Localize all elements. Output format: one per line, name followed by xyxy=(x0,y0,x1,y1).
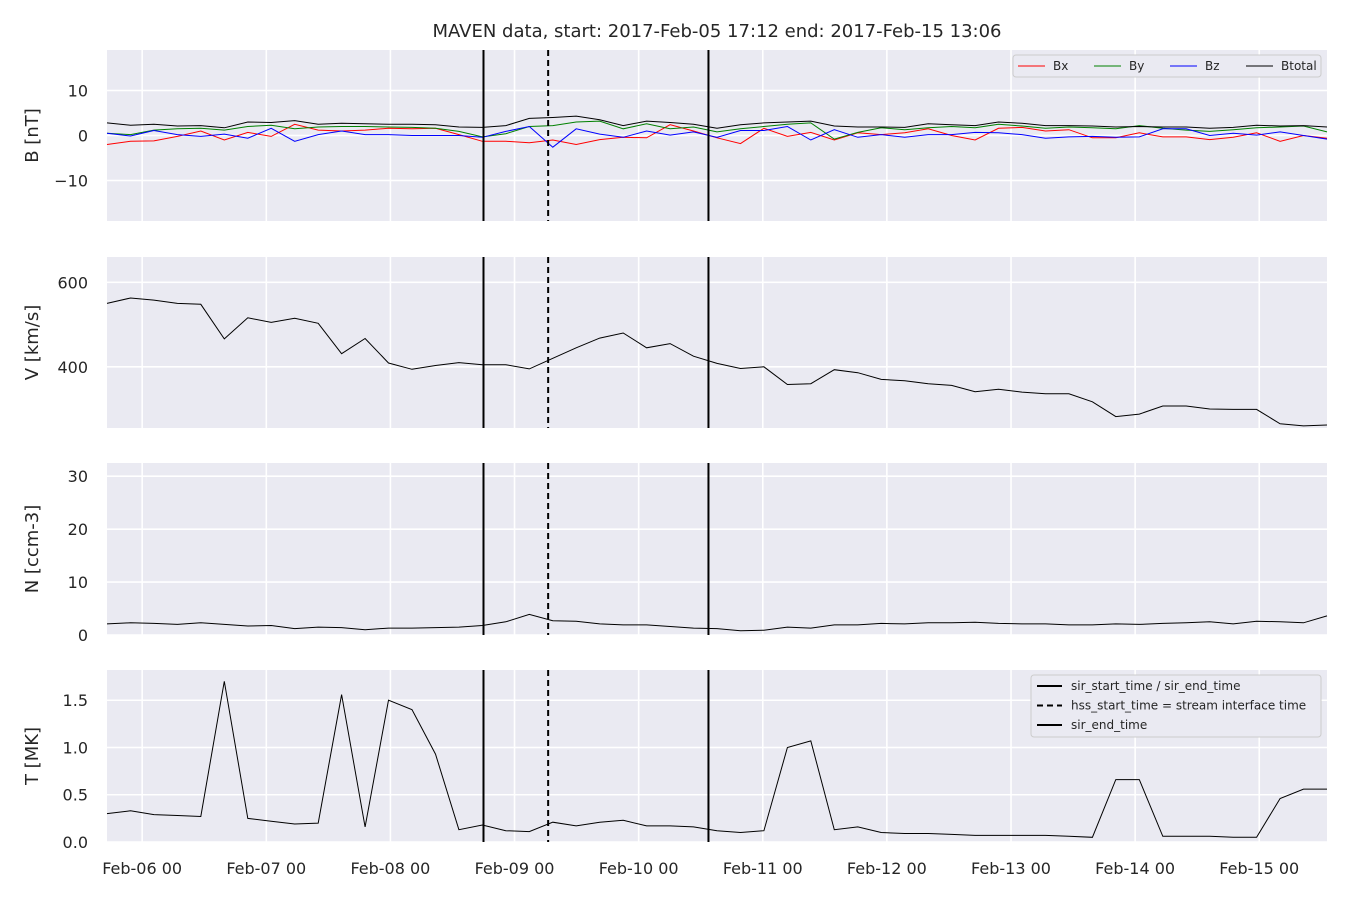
y-axis-label: V [km/s] xyxy=(22,305,43,380)
x-tick-label: Feb-15 00 xyxy=(1219,859,1299,878)
series-line-bz xyxy=(106,125,1328,148)
y-tick-label: −10 xyxy=(54,172,88,191)
panel-1: −10 0 10 B [nT] xyxy=(22,50,1328,221)
plot-background xyxy=(107,257,1327,428)
y-tick-label: 1.0 xyxy=(63,738,88,757)
x-tick-label: Feb-06 00 xyxy=(102,859,182,878)
panel-3: 0 10 20 30 N [ccm-3] xyxy=(22,463,1328,645)
x-tick-label: Feb-07 00 xyxy=(226,859,306,878)
panels: −10 0 10 B [nT] 400 600 V [km/s] 0 10 20 30 N [ccm-… xyxy=(22,50,1328,852)
legend-label-event: sir_start_time / sir_end_time xyxy=(1071,679,1241,693)
legend-box xyxy=(1030,674,1322,738)
y-tick-label: 10 xyxy=(68,573,88,592)
y-axis-label: B [nT] xyxy=(22,108,43,163)
legend-label-btotal: Btotal xyxy=(1281,59,1317,73)
panel-2: 400 600 V [km/s] xyxy=(22,257,1328,428)
y-tick-label: 400 xyxy=(57,358,88,377)
legend-box xyxy=(1012,54,1322,78)
x-tick-label: Feb-09 00 xyxy=(475,859,555,878)
legend-label-bz: Bz xyxy=(1205,59,1220,73)
x-tick-label: Feb-12 00 xyxy=(847,859,927,878)
plot-background xyxy=(107,463,1327,635)
y-axis-label: N [ccm-3] xyxy=(22,505,43,594)
x-tick-label: Feb-10 00 xyxy=(599,859,679,878)
x-tick-label: Feb-13 00 xyxy=(971,859,1051,878)
y-tick-label: 0.5 xyxy=(63,786,88,805)
field-legend: Bx By Bz Btotal xyxy=(1012,54,1322,78)
series-line-by xyxy=(106,120,1328,140)
x-axis: Feb-06 00 Feb-07 00 Feb-08 00 Feb-09 00 Feb-… xyxy=(102,859,1299,878)
y-tick-label: 600 xyxy=(57,273,88,292)
legend-label-event: hss_start_time = stream interface time xyxy=(1071,699,1306,713)
x-tick-label: Feb-14 00 xyxy=(1095,859,1175,878)
y-tick-label: 0 xyxy=(78,626,88,645)
series-line-n xyxy=(106,613,1328,632)
x-tick-label: Feb-08 00 xyxy=(350,859,430,878)
y-axis-label: T [MK] xyxy=(22,727,43,786)
y-tick-label: 1.5 xyxy=(63,691,88,710)
event-legend: sir_start_time / sir_end_time hss_start_t… xyxy=(1030,674,1322,738)
series-line-v xyxy=(106,297,1328,427)
y-tick-label: 20 xyxy=(68,520,88,539)
y-tick-label: 30 xyxy=(68,467,88,486)
y-tick-label: 0.0 xyxy=(63,833,88,852)
x-tick-label: Feb-11 00 xyxy=(723,859,803,878)
series-line-btotal xyxy=(106,115,1328,129)
y-tick-label: 0 xyxy=(78,127,88,146)
legend-label-by: By xyxy=(1129,59,1144,73)
figure-title: MAVEN data, start: 2017-Feb-05 17:12 end… xyxy=(432,21,1001,42)
series-line-t xyxy=(106,681,1327,838)
legend-label-bx: Bx xyxy=(1053,59,1068,73)
legend-label-event: sir_end_time xyxy=(1071,718,1147,732)
y-tick-label: 10 xyxy=(68,82,88,101)
